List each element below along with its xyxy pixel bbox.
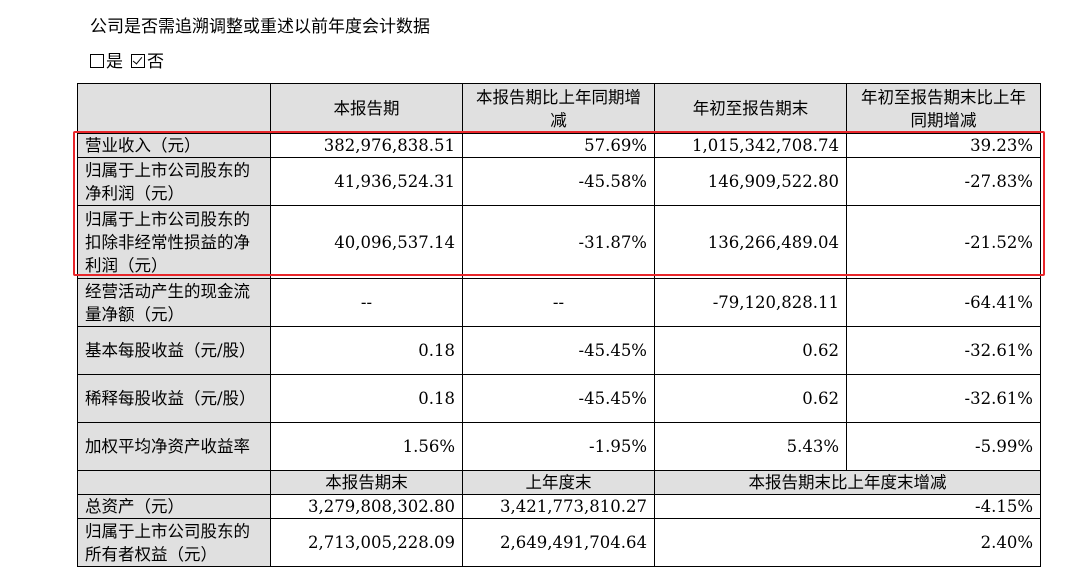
row-label: 归属于上市公司股东的净利润（元） (77, 157, 271, 206)
corner-cell-2 (77, 470, 271, 495)
table-cell: 1,015,342,708.74 (654, 133, 847, 158)
header-current-period-change: 本报告期比上年同期增减 (462, 83, 655, 134)
table-row: 总资产（元） 3,279,808,302.80 3,421,773,810.27… (77, 494, 1041, 519)
row-label: 营业收入（元） (77, 133, 271, 158)
table-cell: 0.62 (654, 374, 847, 423)
table-cell: -5.99% (846, 422, 1041, 471)
row-label: 稀释每股收益（元/股） (77, 374, 271, 423)
section-heading: 公司是否需追溯调整或重述以前年度会计数据 (90, 17, 430, 37)
table-row: 归属于上市公司股东的扣除非经常性损益的净利润（元） 40,096,537.14 … (77, 205, 1041, 279)
table-cell: -45.45% (462, 374, 655, 423)
financial-data-table: 本报告期 本报告期比上年同期增减 年初至报告期末 年初至报告期末比上年同期增减 … (77, 83, 1041, 567)
restatement-options: 是否 (90, 50, 164, 74)
table-cell: -27.83% (846, 157, 1041, 206)
table-cell: -- (462, 278, 655, 327)
table-cell: 40,096,537.14 (270, 205, 463, 279)
row-label: 总资产（元） (77, 494, 271, 519)
table-cell: -32.61% (846, 374, 1041, 423)
table-cell: -64.41% (846, 278, 1041, 327)
table-cell: 2,649,491,704.64 (462, 518, 655, 567)
table-row: 营业收入（元） 382,976,838.51 57.69% 1,015,342,… (77, 133, 1041, 158)
table-cell: -79,120,828.11 (654, 278, 847, 327)
header-current-period: 本报告期 (270, 83, 463, 134)
table-cell: -4.15% (654, 494, 1041, 519)
header-period-end: 本报告期末 (270, 470, 463, 495)
table-cell: 3,421,773,810.27 (462, 494, 655, 519)
header-period-end-change: 本报告期末比上年度末增减 (654, 470, 1041, 495)
header-ytd: 年初至报告期末 (654, 83, 847, 134)
table-row: 归属于上市公司股东的所有者权益（元） 2,713,005,228.09 2,64… (77, 518, 1041, 567)
table-cell: -45.58% (462, 157, 655, 206)
table-cell: 0.18 (270, 374, 463, 423)
table-cell: -31.87% (462, 205, 655, 279)
header-ytd-change: 年初至报告期末比上年同期增减 (846, 83, 1041, 134)
table2-header-row: 本报告期末 上年度末 本报告期末比上年度末增减 (77, 470, 1041, 495)
table-cell: 41,936,524.31 (270, 157, 463, 206)
table-row: 经营活动产生的现金流量净额（元） -- -- -79,120,828.11 -6… (77, 278, 1041, 327)
table-cell: 382,976,838.51 (270, 133, 463, 158)
row-label: 加权平均净资产收益率 (77, 422, 271, 471)
table-cell: 2,713,005,228.09 (270, 518, 463, 567)
row-label: 经营活动产生的现金流量净额（元） (77, 278, 271, 327)
table-cell: 2.40% (654, 518, 1041, 567)
table-cell: 0.62 (654, 326, 847, 375)
table-cell: -- (270, 278, 463, 327)
table-cell: -45.45% (462, 326, 655, 375)
table-header-row: 本报告期 本报告期比上年同期增减 年初至报告期末 年初至报告期末比上年同期增减 (77, 83, 1041, 134)
table-cell: -32.61% (846, 326, 1041, 375)
row-label: 归属于上市公司股东的所有者权益（元） (77, 518, 271, 567)
table-cell: 136,266,489.04 (654, 205, 847, 279)
table-row: 归属于上市公司股东的净利润（元） 41,936,524.31 -45.58% 1… (77, 157, 1041, 206)
table-cell: 1.56% (270, 422, 463, 471)
row-label: 基本每股收益（元/股） (77, 326, 271, 375)
table-cell: 57.69% (462, 133, 655, 158)
table-cell: 39.23% (846, 133, 1041, 158)
table-row: 加权平均净资产收益率 1.56% -1.95% 5.43% -5.99% (77, 422, 1041, 471)
table-cell: -1.95% (462, 422, 655, 471)
checkbox-no-checked-icon (131, 54, 145, 68)
option-no-label: 否 (147, 52, 164, 72)
table-cell: 5.43% (654, 422, 847, 471)
checkbox-yes-icon (90, 54, 104, 68)
table-cell: 146,909,522.80 (654, 157, 847, 206)
table-row: 基本每股收益（元/股） 0.18 -45.45% 0.62 -32.61% (77, 326, 1041, 375)
table-row: 稀释每股收益（元/股） 0.18 -45.45% 0.62 -32.61% (77, 374, 1041, 423)
option-yes-label: 是 (106, 52, 123, 72)
table-cell: -21.52% (846, 205, 1041, 279)
header-prior-year-end: 上年度末 (462, 470, 655, 495)
corner-cell (77, 83, 271, 134)
table-cell: 3,279,808,302.80 (270, 494, 463, 519)
table-cell: 0.18 (270, 326, 463, 375)
row-label: 归属于上市公司股东的扣除非经常性损益的净利润（元） (77, 205, 271, 279)
